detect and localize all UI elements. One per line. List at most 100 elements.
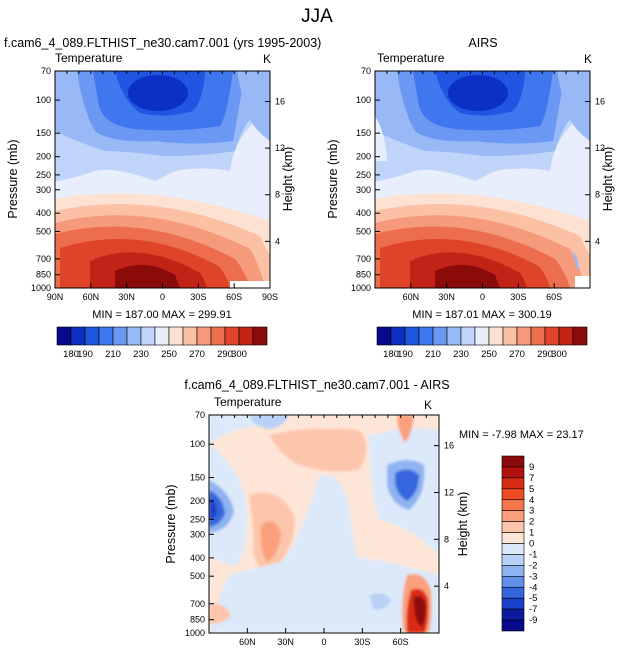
obs-axis-ticks: 70 100 150 200 250 300 400 500 700 850 1000 16 12 8 4 6… — [351, 66, 605, 302]
colorbar-label: -5 — [529, 593, 537, 604]
y-tick-label: 150 — [36, 128, 51, 138]
panel-obs: AIRS Temperature K — [326, 36, 615, 360]
y-tick-label: 70 — [361, 66, 371, 76]
y-tick-label: 70 — [195, 410, 205, 420]
y-tick-label: 500 — [190, 571, 205, 581]
obs-y2label: Height (km) — [601, 147, 615, 212]
y-tick-label: 150 — [356, 128, 371, 138]
colorbar-label: 300 — [231, 349, 247, 360]
colorbar-label: -9 — [529, 615, 537, 626]
colorbar-swatch — [558, 326, 574, 346]
colorbar-swatch — [252, 326, 268, 346]
obs-ylabel: Pressure (mb) — [326, 139, 340, 218]
y-tick-label: 1000 — [185, 628, 205, 638]
diff-contour-field — [209, 415, 439, 633]
colorbar-label: 190 — [77, 349, 93, 360]
obs-title: AIRS — [468, 36, 497, 50]
colorbar-swatch — [474, 326, 490, 346]
y-tick-label: 200 — [190, 496, 205, 506]
colorbar-swatch — [501, 499, 525, 511]
colorbar-label: 290 — [217, 349, 233, 360]
colorbar-label: 190 — [397, 349, 413, 360]
y2-tick-label: 12 — [444, 487, 454, 497]
colorbar-label: 4 — [529, 495, 534, 506]
x-tick-label: 30S — [510, 292, 526, 302]
y-tick-label: 1000 — [31, 283, 51, 293]
colorbar-label: 250 — [481, 349, 497, 360]
colorbar-swatch — [238, 326, 254, 346]
y-tick-label: 300 — [190, 529, 205, 539]
y2-tick-label: 16 — [444, 441, 454, 451]
colorbar-swatch — [502, 326, 518, 346]
y2-tick-label: 12 — [275, 143, 285, 153]
colorbar-label: 0 — [529, 539, 534, 550]
colorbar-swatch — [460, 326, 476, 346]
y-tick-label: 500 — [356, 226, 371, 236]
panel-diff: f.cam6_4_089.FLTHIST_ne30.cam7.001 - AIR… — [164, 378, 584, 647]
colorbar-label: 2 — [529, 517, 534, 528]
y-tick-label: 400 — [36, 208, 51, 218]
colorbar-swatch — [432, 326, 448, 346]
colorbar-swatch — [210, 326, 226, 346]
y-tick-label: 100 — [36, 95, 51, 105]
x-tick-label: 30S — [190, 292, 206, 302]
colorbar-swatch — [501, 543, 525, 555]
x-tick-label: 30S — [354, 637, 370, 647]
y-tick-label: 700 — [356, 254, 371, 264]
colorbar-label: 9 — [529, 462, 534, 473]
colorbar-swatch — [501, 532, 525, 544]
model-stats: MIN = 187.00 MAX = 299.91 — [92, 309, 231, 321]
model-contour-field — [55, 71, 270, 288]
colorbar-swatch — [501, 510, 525, 522]
colorbar-label: -3 — [529, 571, 537, 582]
colorbar-swatch — [224, 326, 240, 346]
y-tick-label: 300 — [356, 185, 371, 195]
colorbar-swatch — [446, 326, 462, 346]
y2-tick-label: 8 — [444, 534, 449, 544]
colorbar-swatch — [501, 608, 525, 621]
x-tick-label: 30N — [438, 292, 455, 302]
x-tick-label: 30N — [277, 637, 294, 647]
colorbar-swatch — [404, 326, 420, 346]
colorbar-label: 300 — [551, 349, 567, 360]
diff-ylabel: Pressure (mb) — [164, 484, 178, 563]
diff-units-label: K — [424, 398, 432, 412]
colorbar-label: 270 — [509, 349, 525, 360]
colorbar-label: 7 — [529, 473, 534, 484]
obs-stats: MIN = 187.01 MAX = 300.19 — [412, 309, 551, 321]
colorbar-swatch — [488, 326, 504, 346]
diff-stats: MIN = -7.98 MAX = 23.17 — [459, 429, 584, 441]
colorbar-label: 230 — [133, 349, 149, 360]
colorbar-label: 180 — [383, 349, 399, 360]
colorbar-swatch — [501, 521, 525, 533]
colorbar-swatch — [56, 326, 72, 346]
colorbar-label: -7 — [529, 604, 537, 615]
colorbar-label: 250 — [161, 349, 177, 360]
model-ylabel: Pressure (mb) — [6, 139, 20, 218]
page-title: JJA — [301, 6, 333, 27]
y-tick-label: 400 — [356, 208, 371, 218]
colorbar-label: 270 — [189, 349, 205, 360]
x-tick-label: 60S — [226, 292, 242, 302]
diff-field-label: Temperature — [214, 395, 282, 409]
y-tick-label: 850 — [190, 615, 205, 625]
y-tick-label: 700 — [190, 599, 205, 609]
y2-tick-label: 8 — [595, 190, 600, 200]
x-tick-label: 0 — [321, 637, 326, 647]
y-tick-label: 850 — [36, 270, 51, 280]
colorbar-swatch — [154, 326, 170, 346]
colorbar-swatch — [376, 326, 392, 346]
y2-tick-label: 16 — [595, 96, 605, 106]
y-tick-label: 100 — [356, 95, 371, 105]
colorbar-swatch — [182, 326, 198, 346]
model-title: f.cam6_4_089.FLTHIST_ne30.cam7.001 (yrs … — [4, 36, 321, 50]
colorbar-label: 210 — [105, 349, 121, 360]
x-tick-label: 30N — [118, 292, 135, 302]
colorbar-swatch — [501, 576, 525, 588]
colorbar-swatch — [70, 326, 86, 346]
colorbar-label: 210 — [425, 349, 441, 360]
x-tick-label: 60S — [546, 292, 562, 302]
y-tick-label: 400 — [190, 553, 205, 563]
